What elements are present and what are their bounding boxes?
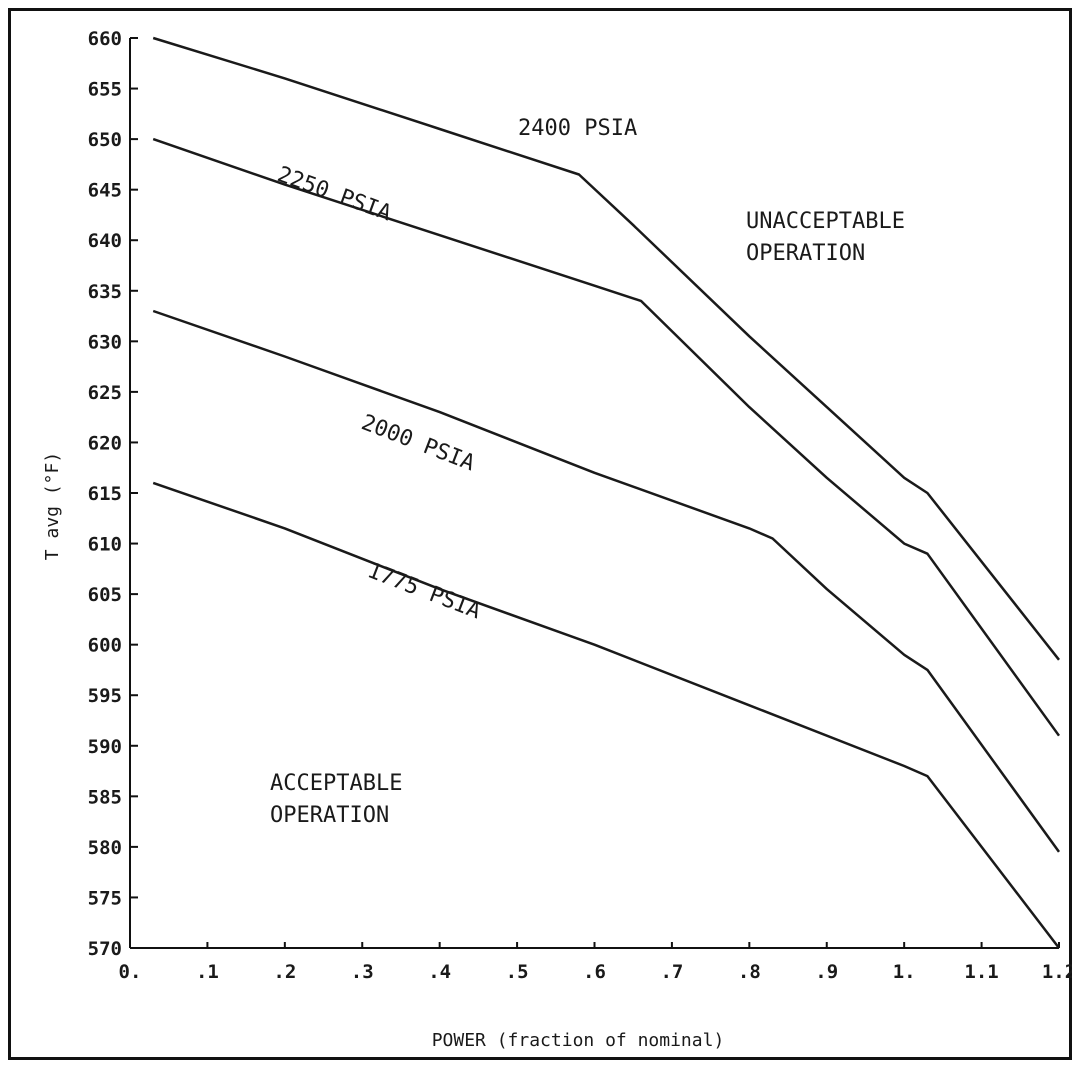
y-axis-title: T avg (°F) [42,452,63,560]
y-tick-label: 575 [88,887,122,909]
x-axis-title: POWER (fraction of nominal) [432,1030,725,1051]
y-tick-label: 615 [88,483,122,505]
chart-frame: 570 575 580 585 590 595 600 605 610 615 620 625 630 6… [8,8,1072,1060]
y-tick-label: 660 [88,28,122,50]
y-tick-label: 645 [88,180,122,202]
y-tick-label: 570 [88,938,122,960]
y-tick-label: 655 [88,79,122,101]
unacceptable-label-line1: UNACCEPTABLE [746,209,905,234]
series-label-2250: 2250 PSIA [274,162,395,226]
x-tick-label: .8 [738,961,761,983]
y-tick-label: 600 [88,635,122,657]
x-tick-label: 1.2 [1042,961,1072,983]
y-tick-label: 595 [88,685,122,707]
y-tick-label: 585 [88,786,122,808]
series-line-1775 [152,481,1060,949]
unacceptable-label-line2: OPERATION [746,241,865,266]
y-tick-label: 605 [88,584,122,606]
x-tick-label: .4 [428,961,451,983]
x-tick-label: .9 [815,961,838,983]
y-axis-ticks: 570 575 580 585 590 595 600 605 610 615 620 625 630 6… [88,28,138,960]
x-tick-label: .6 [583,961,606,983]
y-tick-label: 620 [88,432,122,454]
x-tick-label: .3 [351,961,374,983]
acceptable-label-line2: OPERATION [270,803,389,828]
series-line-2400 [152,36,1060,661]
x-tick-label: .1 [196,961,219,983]
y-tick-label: 635 [88,281,122,303]
y-tick-label: 650 [88,129,122,151]
series-label-1775: 1775 PSIA [364,558,484,624]
outer-border [8,8,1072,1060]
x-tick-label: 0. [119,961,142,983]
y-tick-label: 640 [88,230,122,252]
x-tick-label: .5 [506,961,529,983]
series-label-2400: 2400 PSIA [518,116,637,141]
x-tick-label: 1. [893,961,916,983]
y-tick-label: 625 [88,382,122,404]
series-line-2250 [152,137,1061,737]
x-axis-ticks: 0. .1 .2 .3 .4 .5 .6 .7 .8 .9 1. 1.1 1.2 [119,942,1072,983]
y-tick-label: 610 [88,534,122,556]
y-tick-label: 630 [88,331,122,353]
acceptable-label-line1: ACCEPTABLE [270,771,402,796]
x-tick-label: 1.1 [964,961,998,983]
y-tick-label: 590 [88,736,122,758]
x-tick-label: .2 [273,961,296,983]
y-tick-label: 580 [88,837,122,859]
series-lines [152,36,1061,949]
series-line-2000 [152,309,1061,853]
x-tick-label: .7 [660,961,683,983]
